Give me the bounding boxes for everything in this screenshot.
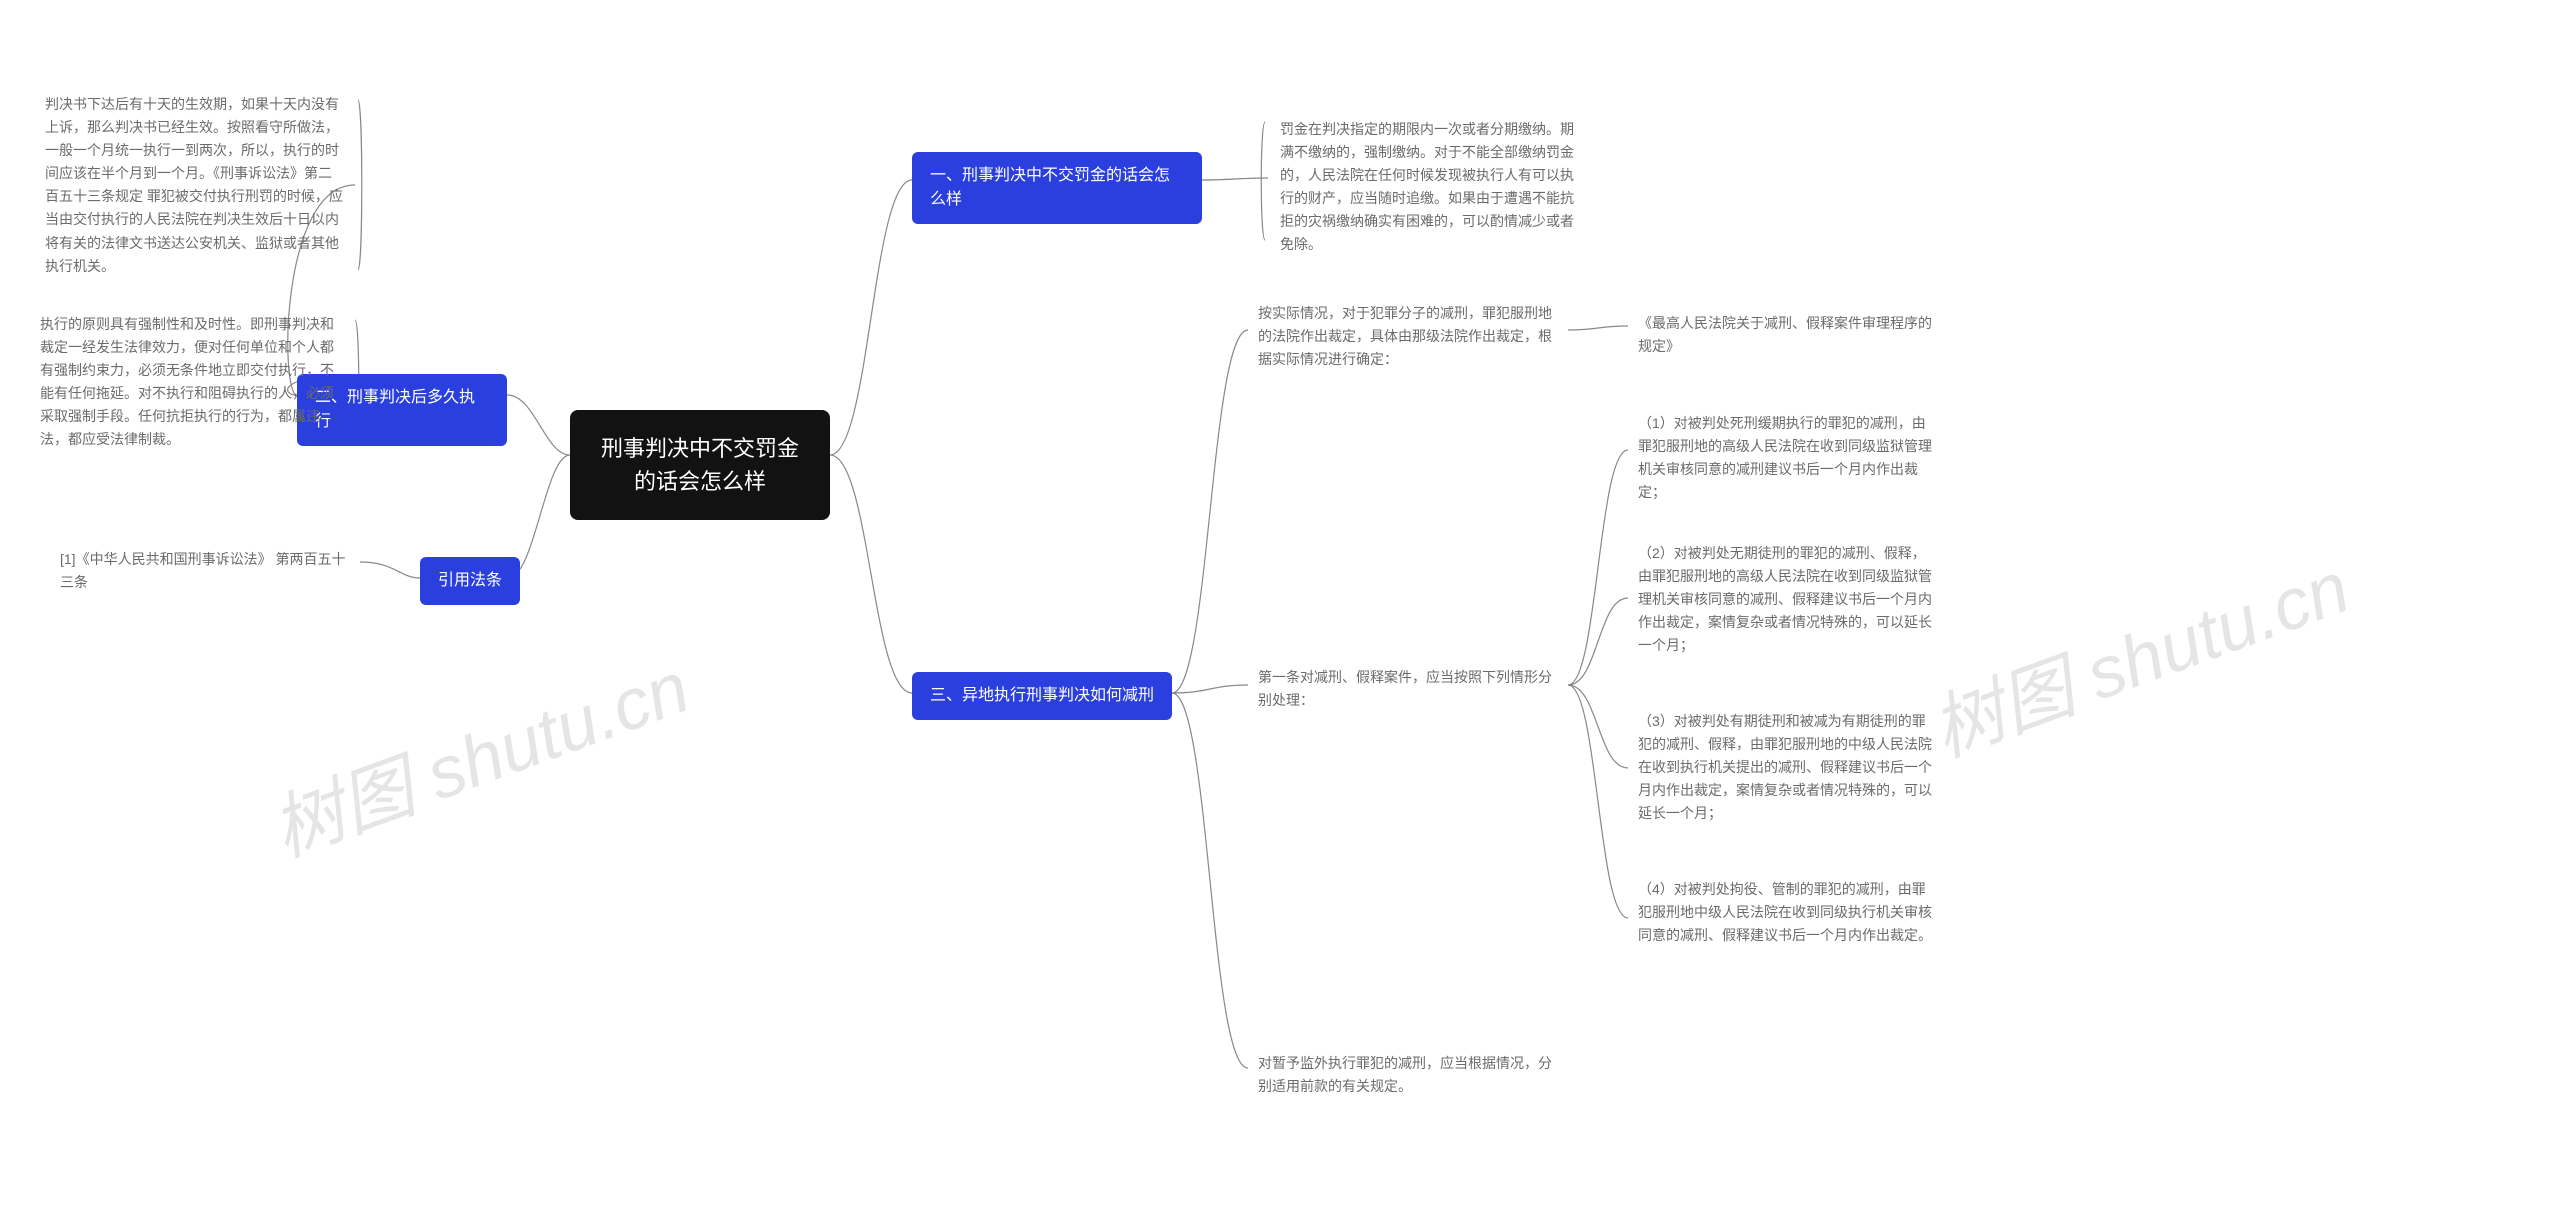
section-1-node[interactable]: 一、刑事判决中不交罚金的话会怎么样 (912, 152, 1202, 224)
section-3-child-2: 对暂予监外执行罪犯的减刑，应当根据情况，分别适用前款的有关规定。 (1248, 1044, 1568, 1106)
section-3-node[interactable]: 三、异地执行刑事判决如何减刑 (912, 672, 1172, 720)
section-3-child-0-leaf-0: 《最高人民法院关于减刑、假释案件审理程序的规定》 (1628, 304, 1948, 366)
section-3-child-1-leaf-0: （1）对被判处死刑缓期执行的罪犯的减刑，由罪犯服刑地的高级人民法院在收到同级监狱… (1628, 404, 1948, 512)
section-2-leaf-0: 判决书下达后有十天的生效期，如果十天内没有上诉，那么判决书已经生效。按照看守所做… (35, 85, 355, 286)
section-1-leaf-0: 罚金在判决指定的期限内一次或者分期缴纳。期满不缴纳的，强制缴纳。对于不能全部缴纳… (1270, 110, 1590, 265)
section-3-child-0: 按实际情况，对于犯罪分子的减刑，罪犯服刑地的法院作出裁定，具体由那级法院作出裁定… (1248, 294, 1568, 379)
section-2-leaf-1: 执行的原则具有强制性和及时性。即刑事判决和裁定一经发生法律效力，便对任何单位和个… (30, 305, 350, 460)
section-3-child-1: 第一条对减刑、假释案件，应当按照下列情形分别处理： (1248, 658, 1568, 720)
center-node[interactable]: 刑事判决中不交罚金的话会怎么样 (570, 410, 830, 520)
section-3-child-1-leaf-2: （3）对被判处有期徒刑和被减为有期徒刑的罪犯的减刑、假释，由罪犯服刑地的中级人民… (1628, 702, 1948, 833)
mindmap-canvas: 刑事判决中不交罚金的话会怎么样 二、刑事判决后多久执行 判决书下达后有十天的生效… (0, 0, 2560, 1225)
citation-node[interactable]: 引用法条 (420, 557, 520, 605)
section-3-child-1-leaf-3: （4）对被判处拘役、管制的罪犯的减刑，由罪犯服刑地中级人民法院在收到同级执行机关… (1628, 870, 1948, 955)
section-3-child-1-leaf-1: （2）对被判处无期徒刑的罪犯的减刑、假释，由罪犯服刑地的高级人民法院在收到同级监… (1628, 534, 1948, 665)
citation-leaf-0: [1]《中华人民共和国刑事诉讼法》 第两百五十三条 (50, 540, 360, 602)
